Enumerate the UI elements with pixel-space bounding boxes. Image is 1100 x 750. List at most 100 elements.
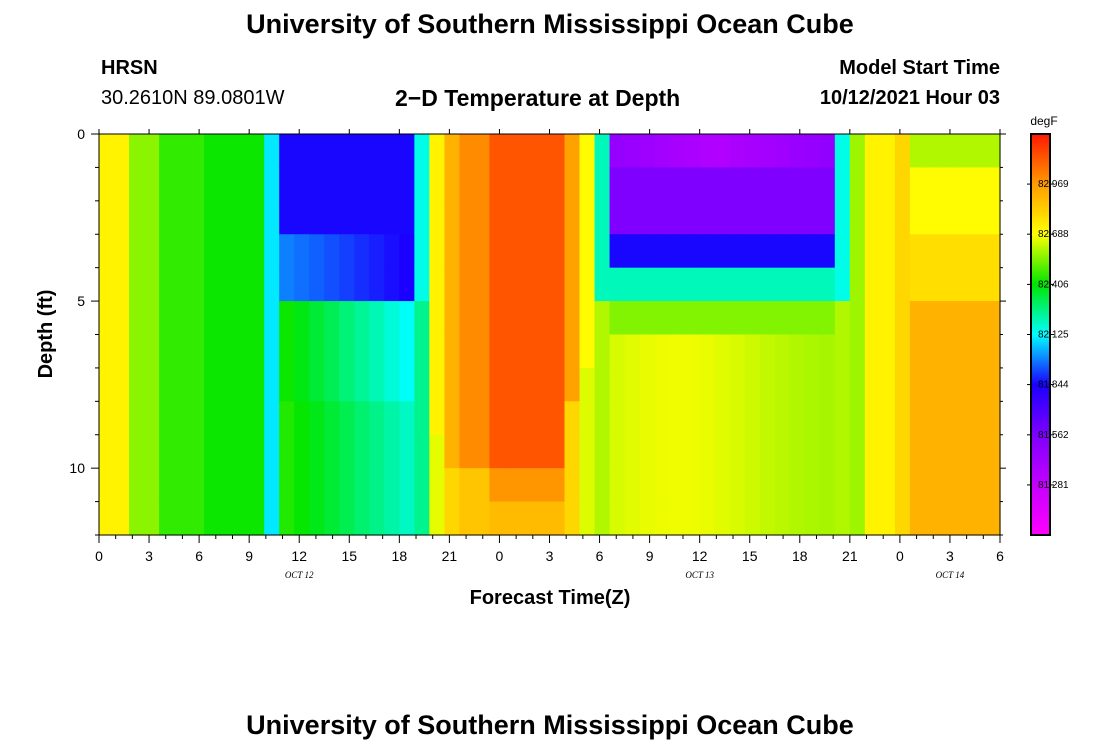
heatmap-cell (744, 167, 761, 202)
heatmap-cell (804, 301, 821, 336)
heatmap-cell (159, 468, 175, 503)
heatmap-cell (609, 334, 626, 369)
heatmap-cell (984, 301, 1001, 336)
heatmap-cell (189, 301, 205, 336)
heatmap-cell (774, 501, 791, 536)
heatmap-cell (864, 468, 881, 503)
x-tick-label: 18 (792, 548, 808, 564)
heatmap-cell (624, 134, 641, 169)
heatmap-cell (669, 134, 686, 169)
heatmap-cell (609, 367, 626, 402)
heatmap-cell (834, 501, 851, 536)
heatmap-cell (774, 468, 791, 503)
heatmap-cell (324, 468, 340, 503)
heatmap-cell (759, 167, 776, 202)
heatmap-cell (594, 234, 611, 269)
page-title: University of Southern Mississippi Ocean… (246, 9, 854, 39)
x-tick-label: 9 (646, 548, 654, 564)
heatmap-cell (954, 167, 971, 202)
heatmap-cell (729, 401, 746, 436)
heatmap-cell (189, 367, 205, 402)
heatmap-cell (849, 234, 866, 269)
heatmap-cell (174, 301, 190, 336)
heatmap-cell (249, 434, 265, 469)
heatmap-cell (714, 134, 731, 169)
heatmap-cell (954, 134, 971, 169)
heatmap-cell (444, 468, 460, 503)
heatmap-cell (954, 200, 971, 235)
heatmap-cell (549, 434, 566, 469)
heatmap-cell (849, 334, 866, 369)
heatmap-cell (144, 134, 160, 169)
heatmap-cell (309, 200, 325, 235)
heatmap-cell (609, 468, 626, 503)
heatmap-cell (309, 234, 325, 269)
heatmap-cell (444, 200, 460, 235)
heatmap-cell (249, 367, 265, 402)
x-tick-label: 6 (195, 548, 203, 564)
heatmap-cell (474, 234, 491, 269)
heatmap-cell (654, 434, 671, 469)
heatmap-cell (99, 200, 115, 235)
heatmap-cell (474, 134, 491, 169)
colorbar-tick-label: 82.688 (1038, 229, 1069, 240)
heatmap-cell (654, 301, 671, 336)
heatmap-cell (609, 200, 626, 235)
heatmap-cell (594, 267, 611, 302)
heatmap-cell (354, 501, 370, 536)
heatmap-cell (204, 134, 220, 169)
heatmap-cell (939, 301, 956, 336)
heatmap-cell (189, 434, 205, 469)
heatmap-cell (834, 234, 851, 269)
heatmap-cell (579, 267, 596, 302)
heatmap-cell (534, 200, 551, 235)
heatmap-cell (309, 134, 325, 169)
heatmap-cell (684, 301, 701, 336)
heatmap-cell (294, 468, 310, 503)
heatmap-cell (639, 134, 656, 169)
heatmap-cell (174, 200, 190, 235)
heatmap-cell (339, 301, 355, 336)
heatmap-cells (99, 134, 1001, 536)
heatmap-cell (624, 401, 641, 436)
heatmap-cell (489, 167, 506, 202)
heatmap-cell (819, 134, 836, 169)
heatmap-cell (759, 200, 776, 235)
heatmap-cell (624, 367, 641, 402)
x-tick-label: 3 (546, 548, 554, 564)
heatmap-cell (294, 267, 310, 302)
heatmap-cell (789, 468, 806, 503)
heatmap-cell (414, 134, 430, 169)
heatmap-cell (189, 200, 205, 235)
heatmap-cell (489, 501, 506, 536)
heatmap-cell (384, 267, 400, 302)
heatmap-cell (804, 468, 821, 503)
heatmap-cell (804, 501, 821, 536)
heatmap-cell (894, 200, 911, 235)
heatmap-cell (234, 367, 250, 402)
heatmap-cell (279, 334, 295, 369)
heatmap-cell (174, 367, 190, 402)
heatmap-cell (624, 234, 641, 269)
x-tick-label: 0 (95, 548, 103, 564)
heatmap-cell (369, 334, 385, 369)
heatmap-cell (714, 200, 731, 235)
heatmap-cell (939, 468, 956, 503)
y-axis: 0 5 10 (69, 126, 1006, 536)
heatmap-cell (924, 167, 941, 202)
heatmap-cell (684, 501, 701, 536)
heatmap-cell (594, 301, 611, 336)
heatmap-cell (669, 167, 686, 202)
heatmap-cell (699, 234, 716, 269)
heatmap-cell (534, 167, 551, 202)
heatmap-cell (984, 468, 1001, 503)
heatmap-cell (909, 468, 926, 503)
heatmap-cell (384, 301, 400, 336)
heatmap-cell (489, 134, 506, 169)
heatmap-cell (294, 200, 310, 235)
x-tick-label: 12 (291, 548, 307, 564)
heatmap-cell (204, 234, 220, 269)
heatmap-cell (234, 334, 250, 369)
day-label: OCT 13 (685, 570, 714, 580)
heatmap-cell (969, 434, 986, 469)
